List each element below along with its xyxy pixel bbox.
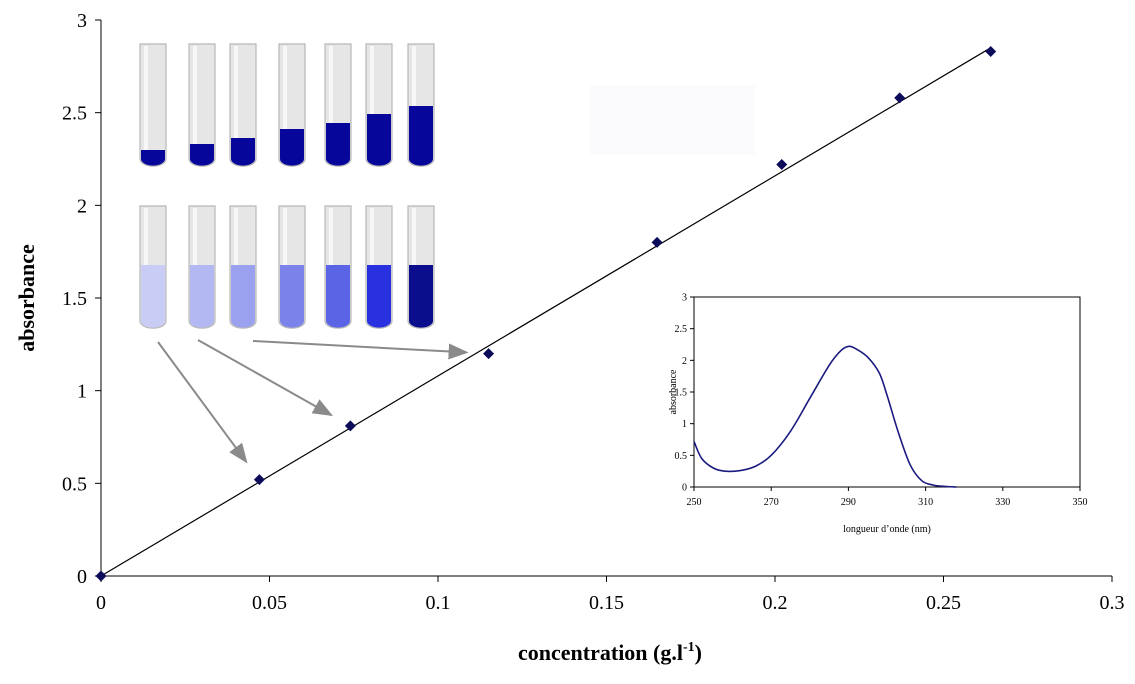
inset-y-tick-label: 2 xyxy=(682,356,687,367)
tube-solution xyxy=(190,265,214,328)
inset-y-tick-label: 1 xyxy=(682,419,687,430)
test-tube xyxy=(278,43,306,167)
data-point-marker xyxy=(483,348,495,360)
absorption-spectrum-line xyxy=(693,345,957,488)
main-y-tick-label: 3 xyxy=(77,10,87,32)
pointer-arrow xyxy=(157,341,248,464)
inset-x-tick-label: 330 xyxy=(995,497,1010,508)
inset-x-tick-label: 310 xyxy=(918,497,933,508)
data-point-marker xyxy=(344,420,356,432)
main-x-ticks: 0 0.05 0.1 0.15 0.2 0.25 0.3 xyxy=(96,576,1125,614)
inset-x-tick-label: 290 xyxy=(841,497,856,508)
tube-solution xyxy=(280,265,304,328)
inset-y-tick-label: 1.5 xyxy=(675,388,688,399)
test-tube xyxy=(188,205,216,329)
main-x-tick-label: 0 xyxy=(96,592,106,614)
data-point-marker xyxy=(253,474,265,486)
test-tube xyxy=(278,205,306,329)
inset-x-ticks: 250 270 290 310 330 350 xyxy=(687,487,1088,508)
tube-solution xyxy=(141,150,165,166)
test-tube xyxy=(365,43,393,167)
main-y-axis-label: absorbance xyxy=(14,244,39,352)
main-x-tick-label: 0.15 xyxy=(589,592,624,614)
tube-solution xyxy=(231,138,255,166)
main-x-tick-label: 0.25 xyxy=(926,592,961,614)
main-x-tick-label: 0.1 xyxy=(426,592,451,614)
main-y-tick-label: 0.5 xyxy=(62,473,87,495)
main-chart: 0 0.5 1 1.5 2 2.5 3 0 0.05 0.1 0.15 0.2 0.25 0.3 abs… xyxy=(14,10,1125,665)
tube-solution xyxy=(367,114,392,166)
main-y-tick-label: 2.5 xyxy=(62,103,87,125)
tube-solution xyxy=(409,265,433,328)
data-point-marker xyxy=(95,570,107,582)
main-x-tick-label: 0.2 xyxy=(763,592,788,614)
tube-solution xyxy=(409,106,433,166)
test-tube xyxy=(324,205,352,329)
main-x-tick-label: 0.05 xyxy=(252,592,287,614)
main-y-tick-label: 0 xyxy=(77,566,87,588)
inset-y-axis-label: absorbance xyxy=(668,369,679,415)
inset-x-axis-label: longueur d’onde (nm) xyxy=(843,524,931,535)
background-smudge xyxy=(590,85,755,155)
main-y-ticks: 0 0.5 1 1.5 2 2.5 3 xyxy=(62,10,101,588)
inset-y-tick-label: 0.5 xyxy=(675,451,688,462)
x-axis-label-main-text: concentration (g.l xyxy=(518,640,683,665)
tube-solution xyxy=(280,129,304,166)
data-point-marker xyxy=(776,159,788,171)
tube-solution xyxy=(326,123,350,166)
inset-y-tick-label: 0 xyxy=(682,483,687,494)
main-y-tick-label: 1 xyxy=(77,381,87,403)
data-points xyxy=(95,46,997,582)
x-axis-label-close: ) xyxy=(695,640,702,665)
inset-x-tick-label: 270 xyxy=(764,497,779,508)
tube-solution xyxy=(141,265,165,328)
test-tubes-illustration xyxy=(139,43,435,329)
inset-plot-frame xyxy=(693,296,1081,488)
pointer-arrows xyxy=(157,339,469,464)
tube-solution xyxy=(190,144,214,166)
main-y-tick-label: 2 xyxy=(77,195,87,217)
tube-solution xyxy=(367,265,392,328)
inset-x-tick-label: 350 xyxy=(1073,497,1088,508)
tube-solution xyxy=(326,265,350,328)
test-tube xyxy=(365,205,393,329)
test-tube xyxy=(229,205,257,329)
inset-x-tick-label: 250 xyxy=(687,497,702,508)
test-tube xyxy=(188,43,216,167)
inset-chart: 0 0.5 1 1.5 2 2.5 3 250 270 290 310 330 350 absorba… xyxy=(668,293,1088,536)
tube-solution xyxy=(231,265,255,328)
test-tube xyxy=(324,43,352,167)
data-point-marker xyxy=(651,236,663,248)
main-x-axis-label: concentration (g.l-1) xyxy=(518,640,702,665)
inset-y-tick-label: 3 xyxy=(682,293,687,304)
inset-y-tick-label: 2.5 xyxy=(675,324,688,335)
main-y-tick-label: 1.5 xyxy=(62,288,87,310)
x-axis-label-superscript: -1 xyxy=(683,640,695,655)
data-point-marker xyxy=(894,92,906,104)
main-x-tick-label: 0.3 xyxy=(1100,592,1125,614)
test-tube xyxy=(229,43,257,167)
inset-y-ticks: 0 0.5 1 1.5 2 2.5 3 xyxy=(675,293,694,494)
test-tube xyxy=(407,205,435,329)
pointer-arrow xyxy=(252,340,469,360)
pointer-arrow xyxy=(197,339,333,417)
fit-line xyxy=(100,47,991,577)
data-point-marker xyxy=(985,46,997,58)
test-tube xyxy=(139,205,167,329)
test-tube xyxy=(407,43,435,167)
test-tube xyxy=(139,43,167,167)
